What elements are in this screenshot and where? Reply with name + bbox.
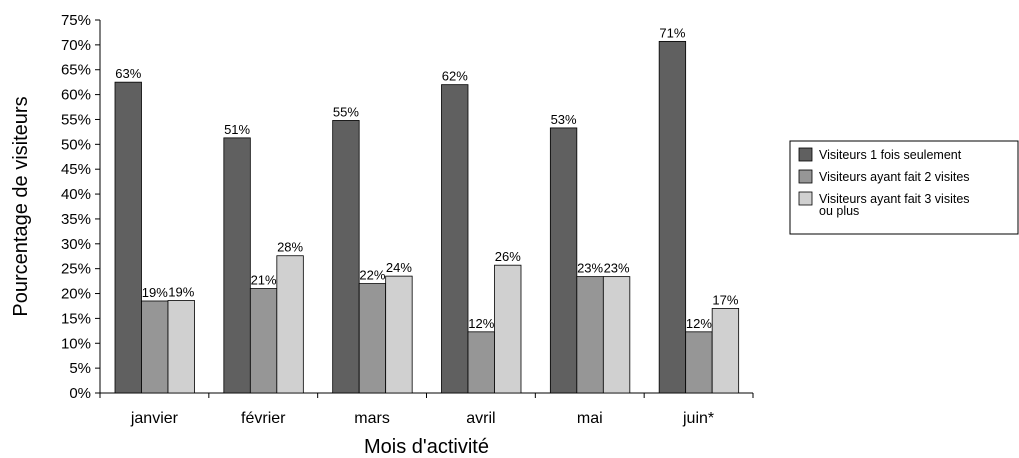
x-category-label: juin* (682, 410, 714, 427)
bar (332, 120, 360, 394)
bar (658, 40, 687, 394)
x-category-label: février (241, 410, 286, 427)
bar (223, 137, 251, 394)
y-tick-label: 75% (61, 12, 91, 29)
data-labels: 63% 19% 19% 51% 21% 28% 55% 22% 24% 62% 12% 26% 53% 2… (115, 25, 739, 330)
y-tick-label: 5% (69, 360, 91, 377)
bar (249, 288, 278, 394)
legend-swatch (798, 169, 813, 184)
y-tick-label: 30% (61, 236, 91, 253)
y-tick-label: 10% (61, 335, 91, 352)
data-label: 19% (142, 285, 168, 300)
data-label: 19% (168, 284, 194, 299)
plot-area (99, 20, 753, 394)
y-tick-label: 70% (61, 37, 91, 54)
bar (114, 81, 142, 394)
bar (685, 331, 713, 394)
y-tick-label: 0% (69, 385, 91, 402)
y-axis-title: Pourcentage de visiteurs (10, 96, 32, 316)
x-category-label: janvier (130, 410, 179, 427)
y-tick-label: 15% (61, 310, 91, 327)
x-category-label: mai (577, 410, 603, 427)
legend-swatch (798, 191, 813, 206)
bar (441, 84, 469, 394)
data-label: 24% (386, 260, 412, 275)
y-tick-label: 25% (61, 261, 91, 278)
data-label: 62% (442, 69, 468, 84)
bar (141, 300, 169, 394)
x-axis-title: Mois d'activité (364, 436, 489, 458)
legend: Visiteurs 1 fois seulement Visiteurs ayan… (789, 140, 1019, 235)
y-tick-label: 50% (61, 136, 91, 153)
x-category-label: mars (354, 410, 390, 427)
bar (385, 275, 413, 394)
data-label: 63% (115, 66, 141, 81)
legend-label: Visiteurs ayant fait 2 visites (819, 170, 970, 184)
y-tick-label: 35% (61, 211, 91, 228)
data-label: 55% (333, 104, 359, 119)
data-label: 12% (686, 316, 712, 331)
data-label: 71% (659, 25, 685, 40)
x-category-label: avril (466, 410, 495, 427)
y-tick-label: 55% (61, 111, 91, 128)
y-tick-label: 65% (61, 62, 91, 79)
y-axis-ticks: 0% 5% 10% 15% 20% 25% 30% 35% 40% 45% 50% 55% 60% 65%… (61, 12, 100, 402)
bar (602, 276, 631, 394)
data-label: 12% (468, 316, 494, 331)
bar (467, 331, 495, 394)
bar (276, 255, 304, 394)
bar (549, 127, 578, 394)
y-tick-label: 60% (61, 87, 91, 104)
bars (114, 40, 740, 394)
y-tick-label: 20% (61, 286, 91, 303)
data-label: 53% (551, 112, 577, 127)
data-label: 22% (359, 268, 385, 283)
legend-swatch (798, 147, 813, 162)
bar (494, 264, 522, 394)
data-label: 23% (604, 261, 630, 276)
legend-label: Visiteurs 1 fois seulement (819, 148, 962, 162)
data-label: 28% (277, 240, 303, 255)
x-axis-categories: janvier février mars avril mai juin* (99, 393, 754, 427)
y-tick-label: 45% (61, 161, 91, 178)
bar (358, 283, 387, 394)
data-label: 23% (577, 261, 603, 276)
data-label: 17% (712, 292, 738, 307)
data-label: 51% (224, 122, 250, 137)
bar (711, 308, 740, 394)
bar (167, 300, 195, 394)
legend-box (789, 140, 1019, 235)
y-tick-label: 40% (61, 186, 91, 203)
data-label: 21% (251, 273, 277, 288)
bar (576, 276, 604, 394)
data-label: 26% (495, 249, 521, 264)
legend-label: Visiteurs ayant fait 3 visites ou plus (819, 192, 970, 218)
